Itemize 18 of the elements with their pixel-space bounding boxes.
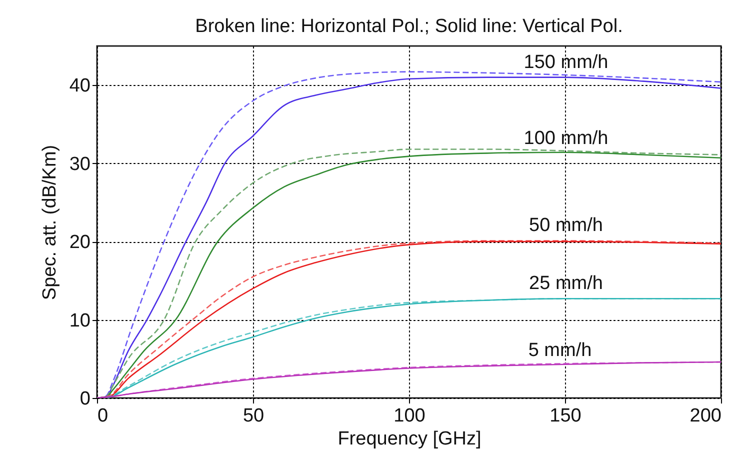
x-axis-title: Frequency [GHz]: [338, 428, 482, 450]
y-axis-title: Spec. att. (dB/Km): [39, 144, 60, 300]
x-tick-label: 100: [394, 406, 426, 426]
x-tick-label: 50: [242, 406, 264, 426]
y-tick-label: 10: [69, 310, 90, 332]
annotation: 100 mm/h: [524, 128, 608, 149]
chart-title: Broken line: Horizontal Pol.; Solid line: Vertical Pol.: [195, 16, 623, 37]
annotation: 5 mm/h: [528, 340, 592, 361]
annotation: 50 mm/h: [529, 215, 603, 236]
y-tick-label: 20: [69, 232, 90, 254]
annotation: 150 mm/h: [524, 52, 608, 73]
x-tick-label: 0: [98, 406, 108, 426]
y-tick-label: 30: [69, 154, 90, 175]
y-tick-label: 40: [69, 76, 90, 97]
x-tick-label: 200: [690, 406, 722, 426]
y-tick-label: 0: [80, 388, 90, 410]
annotation: 25 mm/h: [529, 273, 603, 294]
x-tick-label: 150: [550, 406, 582, 426]
